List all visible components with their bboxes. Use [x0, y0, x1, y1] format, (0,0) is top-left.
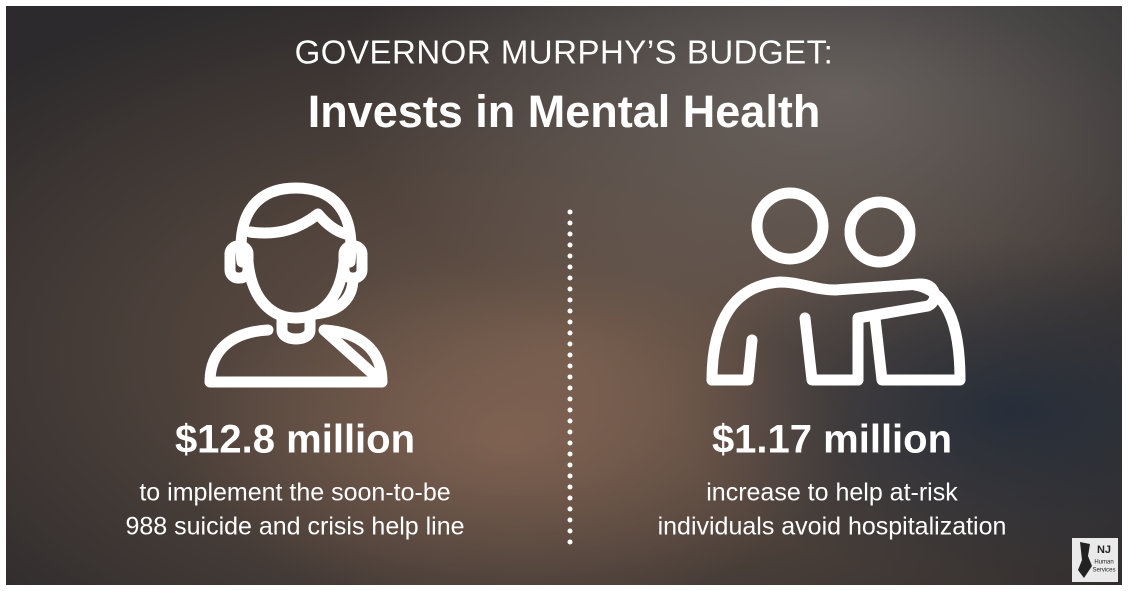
headset-icon [204, 182, 388, 388]
logo-subtext: Human [1094, 560, 1113, 566]
logo-subtext: Services [1092, 568, 1115, 574]
logo-box [1072, 538, 1118, 582]
people-icon [706, 187, 966, 386]
description: increase to help at-risk [706, 479, 958, 507]
title: Invests in Mental Health [308, 86, 821, 137]
kicker: GOVERNOR MURPHY’S BUDGET: [295, 34, 834, 71]
logo-text: NJ [1097, 544, 1111, 556]
description: individuals avoid hospitalization [658, 513, 1007, 541]
description: to implement the soon-to-be [139, 479, 450, 507]
amount: $12.8 million [175, 418, 415, 462]
description: 988 suicide and crisis help line [125, 513, 464, 541]
amount: $1.17 million [712, 418, 952, 462]
logo: NJ Human Services [1072, 538, 1118, 582]
logo-shape [1078, 542, 1092, 578]
